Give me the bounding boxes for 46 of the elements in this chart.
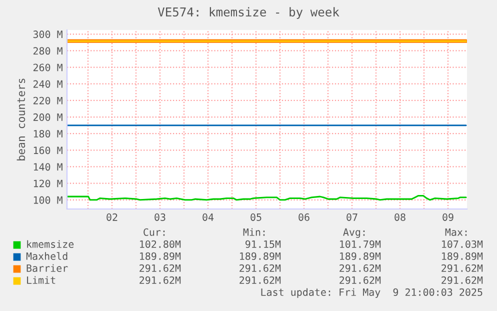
text: 102.80M [140, 240, 181, 248]
text: Last update: Fri May 9 21:00:03 2025 [261, 288, 482, 298]
text: 291.62M [240, 264, 281, 272]
x-tick-label: 07 [346, 213, 358, 221]
text: 291.62M [442, 276, 483, 284]
y-tick-label: 260 M [33, 64, 62, 72]
x-tick-label: 06 [298, 213, 310, 221]
legend-label: Maxheld [26, 252, 68, 260]
y-tick-label: 240 M [33, 80, 62, 88]
x-tick-label: 08 [394, 213, 406, 221]
text: 291.62M [140, 264, 181, 272]
y-tick-label: 160 M [34, 146, 62, 154]
y-tick-label: 200 M [33, 113, 62, 121]
text: Cur: [144, 228, 165, 236]
y-tick-label: 220 M [33, 96, 62, 104]
text: 291.62M [340, 276, 381, 284]
x-tick-label: 09 [442, 213, 454, 221]
text: 101.79M [340, 240, 381, 248]
text: 291.62M [340, 264, 381, 272]
y-tick-label: 280 M [33, 47, 62, 55]
text: 291.62M [240, 276, 281, 284]
text: 107.03M [442, 240, 483, 248]
text: 189.89M [140, 252, 181, 260]
x-tick-label: 05 [250, 213, 262, 221]
y-tick-label: 180 M [34, 130, 62, 138]
legend-label: Barrier [26, 264, 68, 272]
legend-label: Limit [27, 276, 56, 284]
y-tick-label: 100 M [34, 196, 62, 204]
chart-title: VE574: kmemsize - by week [158, 7, 340, 19]
text: 291.62M [140, 276, 181, 284]
y-tick-label: 120 M [34, 180, 62, 188]
text: 291.62M [442, 264, 483, 272]
text: Avg: [343, 228, 365, 238]
text: 189.89M [340, 252, 381, 260]
legend-label: kmemsize [27, 240, 74, 248]
text: 189.89M [442, 252, 483, 260]
text: 91.15M [246, 240, 281, 248]
x-tick-label: 04 [202, 213, 214, 221]
x-tick-label: 03 [154, 213, 166, 221]
y-tick-label: 140 M [34, 163, 62, 171]
y-axis-title: bean counters [16, 78, 26, 160]
text: Min: [243, 228, 265, 236]
y-tick-label: 300 M [33, 30, 62, 38]
x-tick-label: 02 [106, 213, 118, 221]
text: 189.89M [240, 252, 281, 260]
text: Max: [445, 228, 467, 236]
